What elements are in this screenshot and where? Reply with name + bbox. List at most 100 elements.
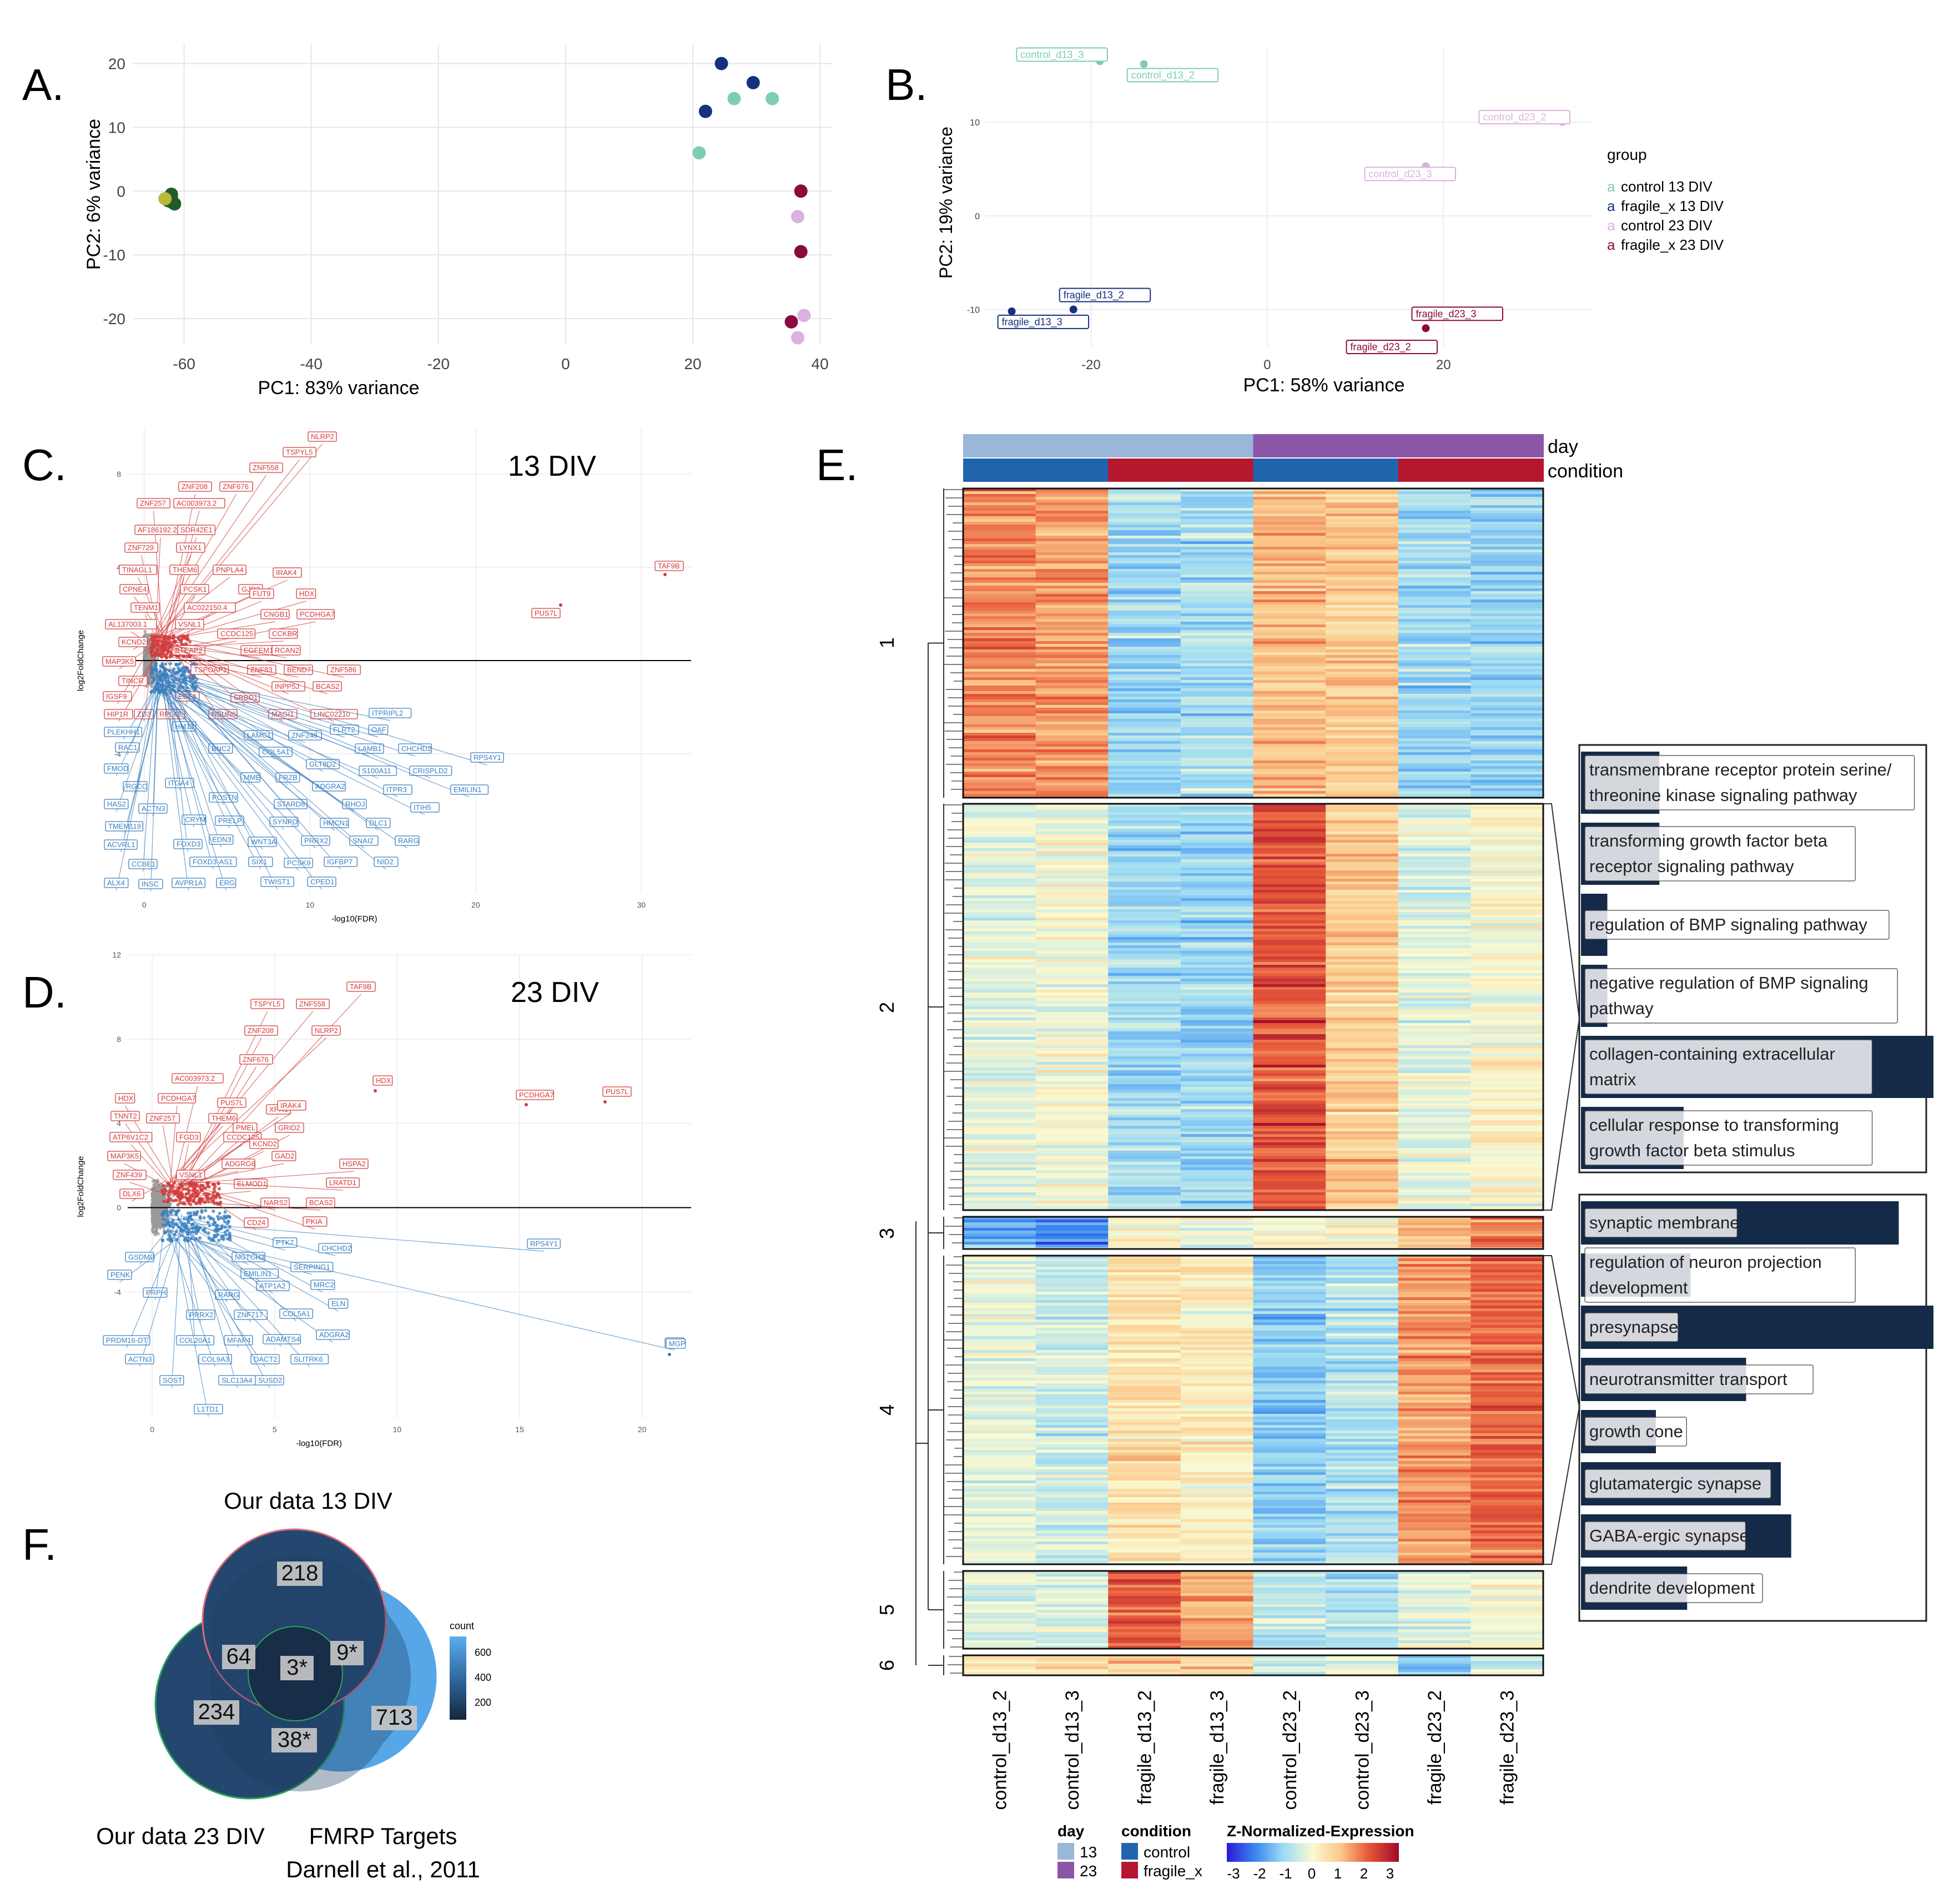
heatmap-cell: [1326, 1026, 1399, 1029]
heatmap-cell: [1470, 622, 1544, 625]
heatmap-cell: [963, 647, 1036, 650]
gene-label: MFAP4: [227, 1336, 251, 1344]
heatmap-cell: [1326, 505, 1399, 508]
heatmap-cell: [1108, 594, 1181, 597]
heatmap-cell: [1398, 494, 1471, 497]
heatmap-cell: [1398, 647, 1471, 650]
heatmap-cell: [1326, 1090, 1399, 1093]
gene-label: PUS7L: [535, 609, 557, 617]
heatmap-cell: [1035, 622, 1109, 625]
heatmap-cell: [1035, 890, 1109, 893]
heatmap-cell: [963, 1001, 1036, 1004]
data-point: [158, 192, 172, 206]
heatmap-cell: [1326, 987, 1399, 990]
heatmap-cell: [1253, 774, 1326, 778]
heatmap-cell: [1180, 1029, 1254, 1032]
heatmap-cell: [1326, 525, 1399, 528]
heatmap-cell: [1398, 1018, 1471, 1021]
heatmap-cell: [1180, 783, 1254, 786]
heatmap-cell: [1398, 552, 1471, 556]
heatmap-cell: [1398, 1051, 1471, 1054]
heatmap-cell: [1108, 834, 1181, 838]
heatmap-cell: [963, 820, 1036, 824]
heatmap-cell: [1398, 727, 1471, 731]
heatmap-cell: [1253, 741, 1326, 744]
heatmap-cell: [1108, 854, 1181, 857]
heatmap-cell: [1326, 837, 1399, 840]
heatmap-cell: [1253, 918, 1326, 921]
heatmap-cell: [1253, 519, 1326, 522]
heatmap-cell: [1398, 611, 1471, 614]
down-point: [208, 1223, 211, 1227]
y-tick-label: 4: [117, 563, 121, 572]
heatmap-cell: [1180, 829, 1254, 832]
gene-label: NOTCH3: [235, 1253, 264, 1261]
heatmap-cell: [1470, 513, 1544, 517]
heatmap-cell: [1253, 876, 1326, 879]
heatmap-cell: [1253, 1076, 1326, 1079]
up-point: [150, 634, 154, 638]
heatmap-cell: [1326, 840, 1399, 843]
heatmap-cell: [1253, 951, 1326, 954]
gene-label: CHCHD2: [401, 744, 431, 753]
heatmap-cell: [1326, 666, 1399, 669]
down-point: [182, 1217, 186, 1221]
heatmap-cell: [963, 879, 1036, 882]
heatmap-cell: [1108, 711, 1181, 714]
heatmap-cell: [1253, 522, 1326, 525]
heatmap-cell: [1253, 1054, 1326, 1057]
heatmap-cell: [1326, 870, 1399, 874]
down-point: [195, 1210, 199, 1213]
heatmap-cell: [963, 1051, 1036, 1054]
heatmap-cell: [1398, 508, 1471, 511]
heatmap-cell: [963, 979, 1036, 982]
heatmap-cell: [1180, 832, 1254, 835]
heatmap-cell: [1326, 561, 1399, 564]
heatmap-cell: [1108, 575, 1181, 578]
legend-key: a: [1607, 198, 1615, 214]
heatmap-cell: [1035, 511, 1109, 514]
heatmap-cell: [1398, 663, 1471, 667]
heatmap-cell: [1470, 624, 1544, 628]
heatmap-cell: [1398, 613, 1471, 617]
heatmap-cell: [1253, 683, 1326, 686]
condition-annotation-cell: [1470, 459, 1544, 482]
ns-point: [143, 664, 147, 668]
heatmap-cell: [1253, 976, 1326, 979]
heatmap-cell: [1035, 882, 1109, 885]
x-axis-title: PC1: 83% variance: [258, 377, 419, 399]
heatmap-cell: [1470, 744, 1544, 747]
heatmap-cell: [1326, 600, 1399, 603]
gene-label: ZNF439: [116, 1171, 142, 1179]
heatmap-cell: [1035, 845, 1109, 849]
heatmap-cell: [1180, 622, 1254, 625]
gene-label: CRISPLD2: [412, 767, 448, 775]
gene-label: RPS4Y1: [530, 1240, 558, 1248]
heatmap-cell: [1108, 820, 1181, 824]
heatmap-cell: [1108, 508, 1181, 511]
heatmap-cell: [1180, 1092, 1254, 1096]
heatmap-cell: [1398, 694, 1471, 697]
heatmap-cell: [1180, 1095, 1254, 1099]
heatmap-cell: [963, 691, 1036, 694]
heatmap-cell: [963, 708, 1036, 711]
heatmap-cell: [1253, 616, 1326, 619]
heatmap-cell: [963, 1012, 1036, 1015]
heatmap-cell: [963, 843, 1036, 846]
heatmap-cell: [1326, 705, 1399, 708]
data-point: [794, 184, 808, 198]
heatmap-cell: [1398, 763, 1471, 767]
heatmap-cell: [963, 600, 1036, 603]
heatmap-cell: [1253, 783, 1326, 786]
heatmap-cell: [1326, 920, 1399, 924]
heatmap-cell: [1470, 893, 1544, 896]
heatmap-cell: [1108, 541, 1181, 545]
heatmap-cell: [1326, 749, 1399, 753]
gene-label: CPED1: [310, 878, 334, 886]
panel-letter-f: F.: [22, 1520, 57, 1569]
heatmap-cell: [1180, 600, 1254, 603]
heatmap-cell: [1398, 948, 1471, 951]
heatmap-cell: [1398, 736, 1471, 739]
heatmap-cell: [1470, 644, 1544, 647]
